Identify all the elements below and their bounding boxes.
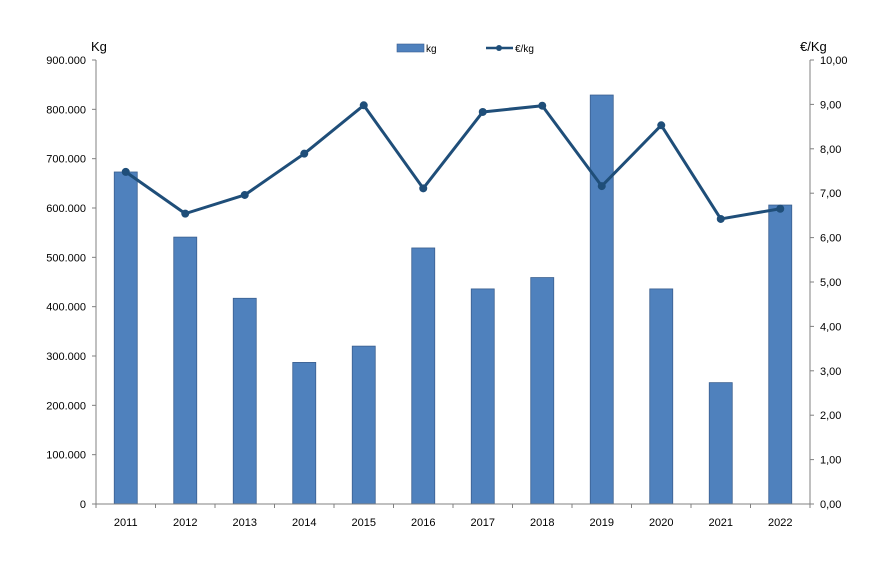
x-tick-label-2017: 2017	[471, 517, 495, 529]
line-eur-per-kg	[124, 103, 781, 221]
bar-2015	[351, 345, 376, 505]
left-tick-label: 200.000	[46, 400, 86, 412]
legend: kg €/kg	[396, 43, 534, 55]
line-point-2017	[478, 107, 487, 116]
bar-2021	[708, 382, 733, 505]
x-tick-label-2015: 2015	[352, 517, 376, 529]
bar-2017	[470, 288, 495, 505]
bar-2016	[411, 247, 436, 505]
left-tick-label: 400.000	[46, 302, 86, 314]
x-tick-label-2014: 2014	[292, 517, 316, 529]
right-tick-label: 4,00	[820, 321, 841, 333]
labels-layer: 0 100.000 200.000 300.000 400.000 500.000 600.…	[46, 55, 847, 529]
right-tick-label: 0,00	[820, 499, 841, 511]
right-tick-label: 10,00	[820, 55, 848, 67]
line-point-2015	[359, 101, 368, 110]
left-tick-label: 0	[80, 499, 86, 511]
x-tick-label-2018: 2018	[530, 517, 554, 529]
legend-label-kg: kg	[426, 44, 437, 55]
line-point-2021	[716, 214, 725, 223]
bar-2019	[589, 94, 614, 505]
right-tick-label: 2,00	[820, 410, 841, 422]
x-tick-label-2022: 2022	[768, 517, 792, 529]
line-point-2019	[597, 182, 606, 191]
bar-2011	[113, 171, 138, 505]
x-tick-label-2020: 2020	[649, 517, 673, 529]
bar-2012	[173, 236, 198, 505]
bar-2014	[292, 362, 317, 505]
left-tick-label: 100.000	[46, 450, 86, 462]
line-point-2012	[181, 209, 190, 218]
right-tick-label: 6,00	[820, 233, 841, 245]
bar-2020	[649, 288, 674, 505]
x-tick-label-2019: 2019	[590, 517, 614, 529]
bar-2018	[530, 277, 555, 505]
legend-line-marker	[496, 45, 502, 51]
line-point-2011	[121, 167, 130, 176]
x-tick-label-2021: 2021	[709, 517, 733, 529]
x-tick-label-2016: 2016	[411, 517, 435, 529]
bars-layer	[113, 94, 793, 505]
left-tick-label: 300.000	[46, 351, 86, 363]
right-axis-unit: €/Kg	[800, 39, 827, 54]
line-point-2020	[657, 121, 666, 130]
left-axis-unit: Kg	[91, 39, 107, 54]
right-tick-label: 8,00	[820, 144, 841, 156]
x-tick-label-2013: 2013	[233, 517, 257, 529]
legend-bar-swatch	[396, 43, 425, 53]
bar-2013	[232, 297, 257, 505]
left-tick-label: 500.000	[46, 252, 86, 264]
bar-2022	[768, 204, 793, 505]
right-tick-label: 9,00	[820, 99, 841, 111]
line-point-2018	[538, 101, 547, 110]
right-tick-label: 5,00	[820, 277, 841, 289]
line-point-2013	[240, 190, 249, 199]
line-layer	[121, 101, 785, 223]
right-tick-label: 3,00	[820, 366, 841, 378]
x-tick-label-2011: 2011	[114, 517, 138, 529]
left-tick-label: 900.000	[46, 55, 86, 67]
legend-label-eur-kg: €/kg	[515, 44, 534, 55]
right-tick-label: 1,00	[820, 455, 841, 467]
line-point-2014	[300, 149, 309, 158]
x-tick-label-2012: 2012	[173, 517, 197, 529]
line-point-2016	[419, 184, 428, 193]
line-point-2022	[776, 204, 785, 213]
right-tick-label: 7,00	[820, 188, 841, 200]
axes-layer	[92, 59, 814, 508]
left-tick-label: 700.000	[46, 154, 86, 166]
left-tick-label: 600.000	[46, 203, 86, 215]
left-tick-label: 800.000	[46, 104, 86, 116]
